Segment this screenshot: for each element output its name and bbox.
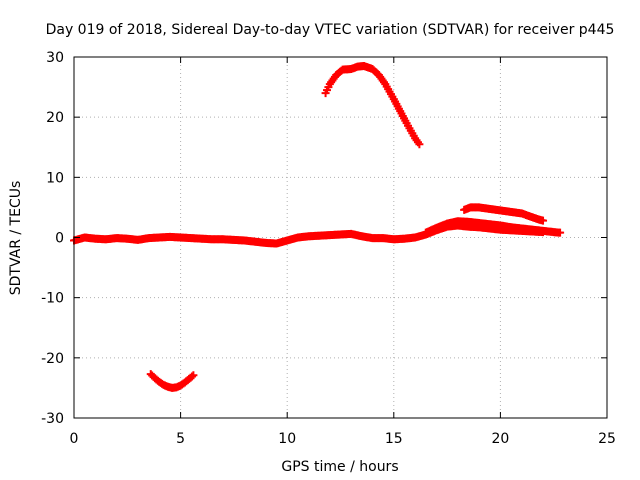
series-band-near-zero: [70, 221, 548, 248]
x-tick-label: 0: [70, 431, 79, 447]
data-point: [556, 228, 565, 237]
x-axis-label: GPS time / hours: [281, 459, 398, 475]
x-tick-label: 15: [385, 431, 403, 447]
series-lower-arc: [146, 370, 198, 392]
y-tick-label: 30: [46, 50, 64, 66]
x-tick-label: 20: [491, 431, 509, 447]
series-band-near-zero-secondary: [421, 217, 565, 237]
y-tick-label: -10: [41, 291, 64, 307]
series-upper-right-track: [460, 203, 548, 225]
data-point: [415, 140, 424, 149]
data-point: [539, 216, 548, 225]
y-tick-label: -20: [41, 351, 64, 367]
axis-ticks: 0 5 10 15 20 25 -30 -20 -10 0 10 20 30: [41, 50, 616, 447]
x-tick-label: 10: [278, 431, 296, 447]
y-axis-label: SDTVAR / TECUs: [8, 181, 24, 296]
y-tick-label: -30: [41, 411, 64, 427]
data-point: [189, 371, 198, 380]
data-point: [187, 372, 196, 381]
y-tick-label: 10: [46, 170, 64, 186]
y-tick-label: 0: [55, 231, 64, 247]
chart-title: Day 019 of 2018, Sidereal Day-to-day VTE…: [46, 22, 615, 38]
series-upper-arc: [321, 62, 424, 149]
x-tick-label: 25: [598, 431, 616, 447]
data-points: [70, 62, 565, 392]
x-tick-label: 5: [176, 431, 185, 447]
y-tick-label: 20: [46, 110, 64, 126]
